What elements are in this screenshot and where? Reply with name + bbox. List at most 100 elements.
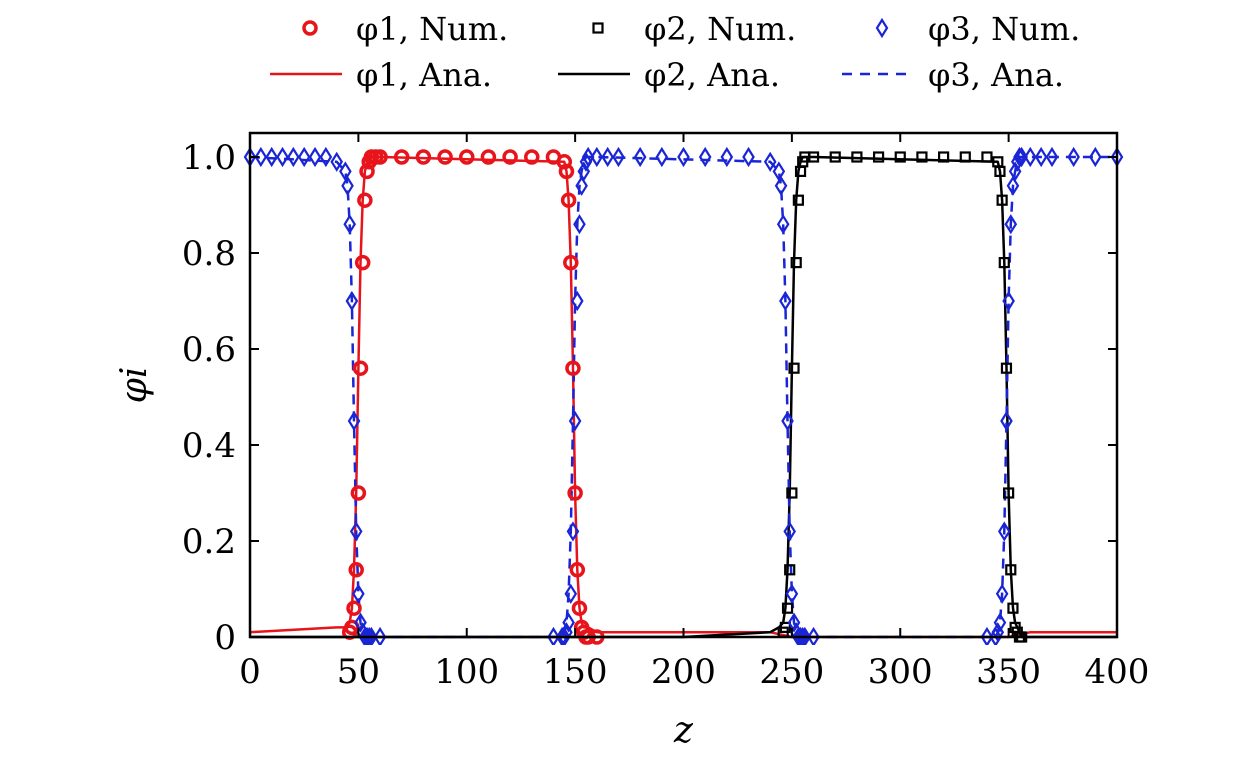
legend-item: φ1, Ana. [270,56,492,94]
data-point [362,626,376,645]
series-line-φ1, Ana. [249,155,1117,639]
x-axis-label: z [673,710,694,751]
data-point [993,612,1007,633]
data-point [937,151,950,163]
data-point [330,151,343,172]
data-point [872,151,885,163]
data-point [564,583,578,604]
data-point [1089,146,1102,168]
data-point [1004,214,1018,235]
data-point [788,362,800,374]
plot-lines [249,155,1117,639]
data-point [319,146,333,168]
x-axis: 0 50 100 150 200 250 300 350 400 [239,133,1149,692]
legend-item: φ3, Ana. [842,56,1064,94]
data-point [524,149,540,165]
data-point [763,151,777,172]
legend-label: φ1, Num. [356,10,508,48]
legend-item: φ2, Num. [592,10,796,48]
data-point [785,583,799,604]
legend-marker [302,20,318,36]
data-point [781,410,794,432]
data-point [989,626,1002,645]
series-line-φ2, Ana. [250,155,1117,639]
data-point [558,163,575,180]
x-tick-label: 150 [543,652,608,692]
data-point [343,214,357,235]
data-point [774,175,788,196]
data-point [807,626,820,645]
data-point [557,626,571,645]
data-point [1024,146,1037,168]
data-point [779,621,791,634]
data-point [787,612,801,633]
data-point [959,151,971,163]
data-point [601,146,614,168]
data-point [563,254,579,271]
data-point [1013,146,1026,168]
data-point [571,600,588,616]
plot-markers [243,146,1124,645]
legend-item: φ1, Num. [302,10,508,48]
data-point [287,146,300,168]
data-point [655,146,669,168]
data-point [796,626,810,645]
data-point [794,626,807,645]
data-point [790,257,802,269]
data-point [1002,290,1015,312]
data-point [784,564,796,576]
data-point [254,146,268,168]
y-axis: 0 0.2 0.4 0.6 0.8 1.0 [182,138,1117,658]
x-tick-label: 100 [434,652,499,692]
data-point [573,214,586,235]
data-point [590,146,604,168]
series-line-φ3, Ana. [249,155,1117,639]
data-point [995,583,1009,604]
data-point [556,154,573,170]
data-point [347,410,361,432]
legend-marker [592,22,604,34]
data-point [1007,602,1019,614]
data-point [1003,487,1015,499]
data-point [354,254,371,271]
data-point [341,175,354,196]
data-point [612,146,625,168]
data-point [359,163,375,180]
x-tick-label: 350 [976,652,1041,692]
y-axis-label-text: φi [114,367,155,404]
data-point [555,626,569,645]
data-point [633,146,647,168]
data-point [575,175,588,196]
data-point [352,360,369,376]
data-point [829,151,841,163]
data-point [372,149,388,165]
legend-label: φ3, Ana. [928,56,1064,94]
legend-label: φ3, Num. [928,10,1080,48]
data-point [562,612,575,633]
data-point [1067,146,1080,168]
data-point [1000,410,1013,432]
data-point [569,562,586,578]
data-point [916,151,928,163]
data-point [851,151,863,163]
legend-label: φ2, Ana. [644,56,780,94]
legend-marker [875,17,889,39]
data-point [798,626,812,645]
data-point [1010,151,1024,172]
data-point [565,360,581,376]
data-point [807,151,820,163]
data-point [502,149,518,165]
data-point [581,146,595,168]
data-point [308,146,322,168]
data-point [349,521,363,542]
data-point [352,583,365,604]
data-point [297,146,311,168]
data-point [698,146,712,168]
data-point [579,151,593,172]
data-point [346,600,362,616]
data-point [480,149,497,165]
data-point [894,151,906,163]
data-point [1015,146,1028,168]
data-point [360,626,374,645]
